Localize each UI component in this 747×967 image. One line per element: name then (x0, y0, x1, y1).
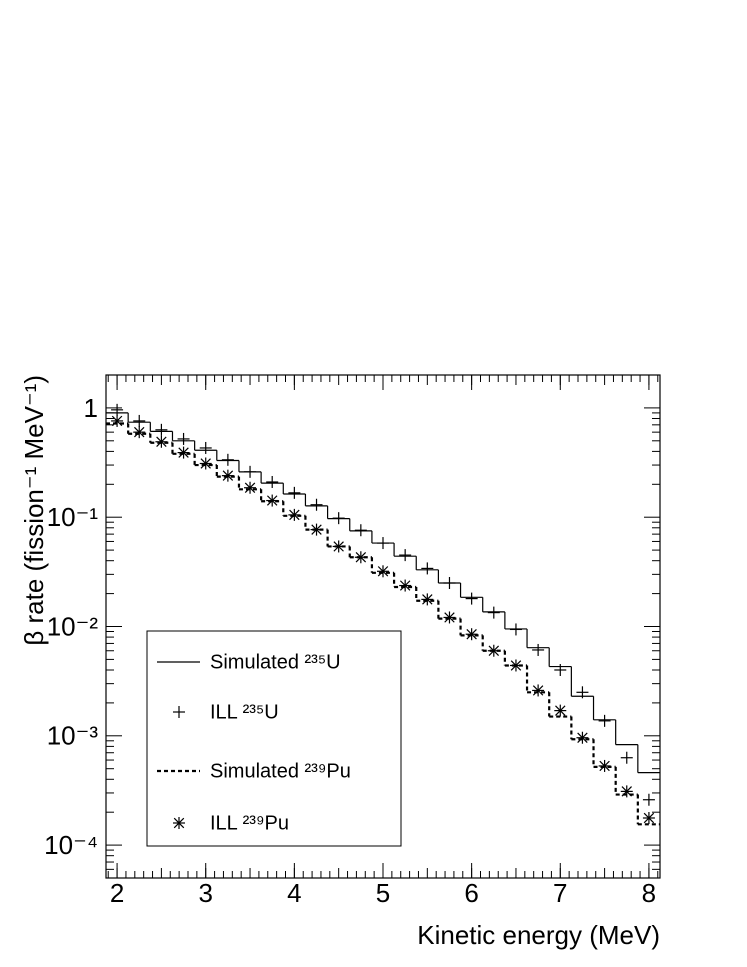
marker (310, 498, 323, 511)
marker (177, 446, 190, 459)
marker (288, 508, 301, 521)
legend-label: ILL ²³⁵U (210, 701, 279, 723)
marker (199, 457, 212, 470)
marker-stroke (156, 436, 167, 447)
marker (354, 524, 367, 537)
marker-stroke (173, 817, 185, 829)
marker (221, 469, 234, 482)
marker (443, 611, 456, 624)
marker (509, 623, 522, 636)
marker (487, 644, 500, 657)
legend-label: ILL ²³⁹Pu (210, 812, 289, 834)
marker (532, 684, 545, 697)
legend: Simulated ²³⁵U ILL ²³⁵U Simulated ²³⁹Pu ILL… (146, 630, 402, 847)
marker (332, 540, 345, 553)
marker (155, 423, 168, 436)
marker (133, 414, 146, 427)
x-tick-label: 6 (464, 878, 478, 908)
marker-stroke (178, 447, 189, 458)
legend-box (146, 630, 402, 847)
marker (377, 537, 389, 550)
x-axis-title: Kinetic energy (MeV) (417, 920, 660, 950)
marker (244, 465, 257, 478)
marker-stroke (577, 732, 588, 743)
x-tick-label: 8 (642, 878, 656, 908)
marker (554, 704, 567, 717)
marker-stroke (643, 812, 655, 824)
marker-stroke (311, 524, 322, 535)
marker (443, 577, 456, 590)
marker-stroke (510, 660, 522, 671)
marker (554, 663, 567, 676)
marker (354, 551, 367, 564)
marker (465, 592, 478, 605)
marker (332, 512, 345, 525)
marker-stroke (466, 628, 477, 640)
marker (598, 714, 611, 727)
x-tick-label: 5 (376, 878, 390, 908)
marker (244, 481, 257, 494)
marker (620, 751, 633, 764)
marker (111, 403, 124, 416)
marker-stroke (555, 705, 566, 716)
y-tick-label: 10⁻² (47, 611, 99, 641)
legend-label: Simulated ²³⁹Pu (210, 760, 351, 782)
marker (377, 565, 389, 578)
marker (155, 435, 168, 448)
legend-swatch (173, 817, 185, 829)
legend-swatch (173, 706, 185, 718)
marker (111, 414, 124, 427)
marker-stroke (200, 458, 211, 469)
marker (487, 606, 500, 619)
marker-stroke (621, 786, 632, 797)
marker-stroke (532, 685, 544, 696)
marker-stroke (488, 645, 500, 656)
marker-stroke (444, 612, 455, 623)
marker-stroke (399, 580, 411, 591)
marker (620, 785, 633, 798)
marker (266, 475, 279, 488)
legend-label: Simulated ²³⁵U (210, 651, 341, 673)
marker-stroke (377, 566, 389, 577)
x-tick-label: 3 (198, 878, 212, 908)
marker (399, 549, 412, 562)
marker (199, 441, 212, 454)
marker-stroke (266, 495, 278, 506)
marker-stroke (244, 482, 256, 493)
marker-stroke (422, 594, 433, 605)
marker-stroke (222, 470, 234, 481)
marker (133, 426, 146, 439)
marker (598, 759, 611, 772)
marker (642, 811, 655, 824)
marker (399, 579, 412, 592)
y-tick-label: 10⁻⁴ (44, 830, 98, 860)
marker (576, 731, 589, 744)
marker (266, 494, 279, 507)
marker (421, 562, 434, 575)
x-tick-label: 4 (287, 878, 301, 908)
x-tick-label: 7 (553, 878, 567, 908)
x-tick-label: 2 (110, 878, 124, 908)
y-tick-label: 1 (84, 393, 98, 423)
marker-stroke (333, 541, 344, 552)
marker (576, 686, 589, 699)
y-tick-label: 10⁻¹ (47, 502, 99, 532)
marker-stroke (289, 509, 300, 521)
marker-stroke (355, 552, 367, 563)
marker (465, 628, 478, 641)
marker-stroke (134, 426, 145, 438)
marker (177, 432, 190, 445)
y-axis-title: β rate (fission⁻¹ MeV⁻¹) (19, 375, 49, 646)
marker (642, 793, 655, 806)
marker (310, 523, 323, 536)
marker (509, 659, 522, 672)
marker (288, 486, 301, 499)
marker (221, 453, 234, 466)
y-tick-label: 10⁻³ (47, 721, 99, 751)
marker-stroke (111, 415, 123, 427)
marker (421, 593, 434, 606)
marker (532, 643, 545, 656)
marker-stroke (599, 760, 610, 772)
